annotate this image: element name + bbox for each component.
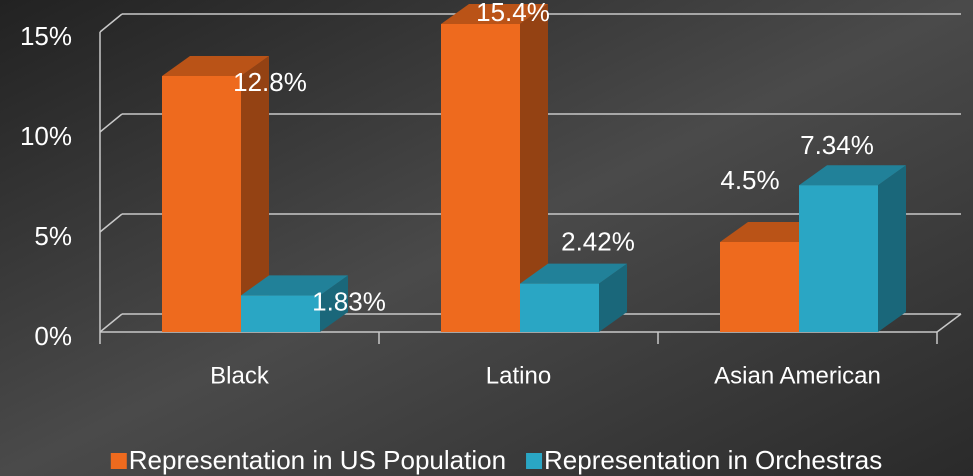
legend-swatch bbox=[110, 453, 127, 469]
value-label: 7.34% bbox=[800, 130, 874, 160]
x-tick-label: Black bbox=[210, 362, 270, 389]
bar bbox=[799, 185, 878, 332]
bar-side bbox=[520, 4, 548, 332]
bar-top bbox=[799, 165, 906, 186]
value-label: 4.5% bbox=[720, 165, 779, 195]
bar-top bbox=[520, 263, 627, 284]
bar-top bbox=[441, 4, 548, 24]
legend-swatch bbox=[526, 453, 543, 469]
x-tick-label: Asian American bbox=[714, 362, 881, 389]
bar-side bbox=[599, 263, 627, 332]
y-tick-label: 10% bbox=[20, 121, 72, 151]
value-label: 1.83% bbox=[312, 286, 386, 316]
x-tick-label: Latino bbox=[486, 362, 551, 389]
value-label: 12.8% bbox=[233, 67, 307, 97]
bar-top bbox=[241, 275, 348, 296]
bar bbox=[241, 295, 320, 332]
bar-side bbox=[320, 275, 348, 332]
bar-side bbox=[878, 165, 906, 332]
bar bbox=[720, 242, 799, 332]
grid-line-side bbox=[99, 313, 123, 333]
value-label: 2.42% bbox=[561, 226, 635, 256]
y-tick-label: 0% bbox=[34, 321, 72, 351]
legend-label: Representation in US Population bbox=[129, 445, 506, 475]
bar-side bbox=[241, 56, 269, 332]
legend-label: Representation in Orchestras bbox=[544, 445, 882, 475]
bar-top bbox=[162, 56, 269, 76]
grid-line-side bbox=[99, 213, 123, 233]
floor-edge bbox=[936, 313, 962, 333]
grid-line-side bbox=[99, 113, 123, 133]
bar bbox=[162, 76, 241, 332]
value-label: 15.4% bbox=[476, 0, 550, 27]
bar bbox=[520, 283, 599, 332]
y-tick-label: 15% bbox=[20, 21, 72, 51]
y-tick-label: 5% bbox=[34, 221, 72, 251]
bar bbox=[441, 24, 520, 332]
grid-line-side bbox=[99, 13, 123, 33]
